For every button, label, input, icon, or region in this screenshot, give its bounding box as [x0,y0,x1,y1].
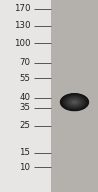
Ellipse shape [63,95,86,109]
FancyBboxPatch shape [51,0,98,192]
Text: 10: 10 [19,163,30,171]
Text: 130: 130 [14,22,30,30]
Ellipse shape [67,98,82,107]
Ellipse shape [70,99,79,105]
Ellipse shape [73,101,76,103]
Text: 35: 35 [19,103,30,112]
Text: 170: 170 [14,4,30,13]
Ellipse shape [65,96,84,108]
FancyBboxPatch shape [0,0,51,192]
Ellipse shape [67,97,82,107]
Ellipse shape [74,102,75,103]
Ellipse shape [72,100,77,104]
Ellipse shape [62,94,87,110]
Text: 40: 40 [19,93,30,102]
Ellipse shape [71,100,78,104]
Ellipse shape [62,94,87,110]
Ellipse shape [63,95,86,109]
Ellipse shape [66,97,83,108]
Ellipse shape [60,93,89,111]
Text: 70: 70 [19,59,30,67]
Ellipse shape [72,101,77,104]
Text: 15: 15 [19,148,30,157]
Text: 55: 55 [19,74,30,83]
Ellipse shape [68,98,81,106]
Ellipse shape [73,101,76,103]
Ellipse shape [66,97,83,107]
Text: 25: 25 [19,121,30,130]
Ellipse shape [74,102,75,103]
Ellipse shape [61,94,88,110]
Ellipse shape [64,96,85,108]
Text: 100: 100 [14,39,30,48]
Ellipse shape [64,95,85,109]
Ellipse shape [60,93,89,111]
Ellipse shape [68,98,81,106]
Ellipse shape [71,100,78,105]
Ellipse shape [69,98,80,106]
Ellipse shape [65,96,84,108]
Ellipse shape [61,94,88,111]
Ellipse shape [70,99,79,105]
Ellipse shape [69,99,80,105]
